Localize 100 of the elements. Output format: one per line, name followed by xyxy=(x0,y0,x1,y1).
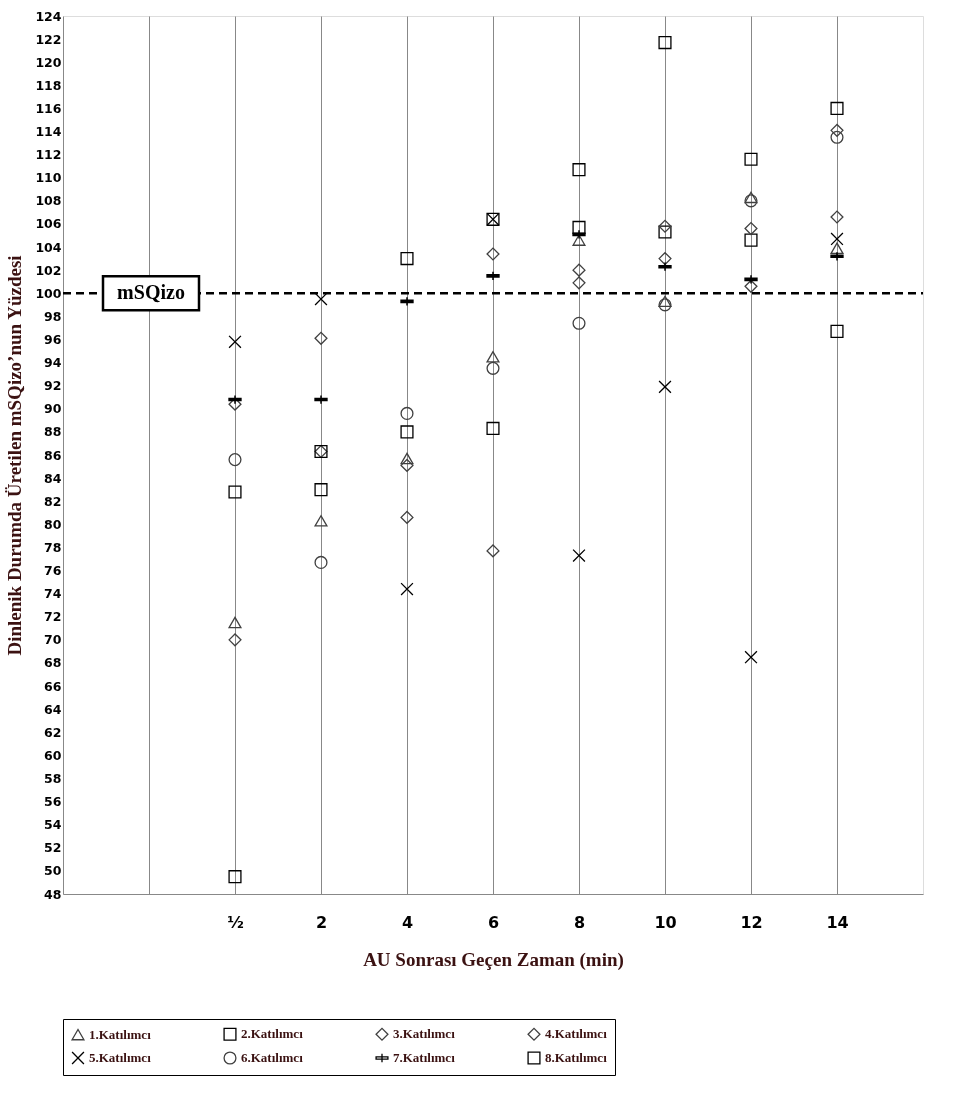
point xyxy=(486,271,500,281)
point xyxy=(228,394,242,405)
point xyxy=(314,555,328,569)
point xyxy=(830,251,844,262)
y-tick-label: 120 xyxy=(35,54,62,70)
point xyxy=(400,425,414,439)
y-tick-label: 78 xyxy=(44,539,62,555)
x-tick-label: 6 xyxy=(487,912,500,932)
point xyxy=(314,483,328,497)
y-tick-label: 114 xyxy=(35,124,62,140)
y-tick-label: 82 xyxy=(44,493,62,509)
y-tick-label: 100 xyxy=(35,285,62,301)
point xyxy=(486,351,500,363)
y-tick-label: 98 xyxy=(44,308,62,324)
y-tick-label: 74 xyxy=(44,586,62,602)
point xyxy=(400,582,414,596)
point xyxy=(572,229,586,240)
point xyxy=(400,452,414,465)
point xyxy=(228,633,242,647)
point xyxy=(658,298,672,312)
point xyxy=(744,274,758,285)
y-tick-label: 124 xyxy=(35,8,62,24)
point xyxy=(314,331,328,345)
y-tick-label: 116 xyxy=(35,100,62,116)
y-tick-label: 66 xyxy=(44,678,62,694)
point xyxy=(400,510,414,524)
point xyxy=(486,361,500,375)
y-tick-label: 54 xyxy=(44,817,62,833)
point xyxy=(830,242,844,254)
point xyxy=(400,406,414,420)
x-tick-label: 8 xyxy=(573,912,586,932)
point xyxy=(314,515,328,527)
legend-label: 3.Katılımcı xyxy=(393,1026,456,1042)
point xyxy=(830,232,844,246)
y-tick-label: 50 xyxy=(44,863,62,879)
point xyxy=(486,247,500,261)
y-tick-label: 80 xyxy=(44,516,62,532)
y-tick-label: 64 xyxy=(44,701,62,717)
y-tick-label: 108 xyxy=(35,193,62,209)
y-tick-label: 68 xyxy=(44,655,62,671)
point xyxy=(658,261,672,272)
point xyxy=(658,295,672,308)
y-tick-label: 92 xyxy=(44,378,62,394)
y-tick-label: 118 xyxy=(35,77,62,93)
point xyxy=(572,276,586,290)
point xyxy=(658,380,672,394)
x-tick-label: 12 xyxy=(740,912,763,932)
y-tick-label: 72 xyxy=(44,609,62,625)
point xyxy=(658,219,672,233)
legend-label: 5.Katılımcı xyxy=(89,1050,152,1065)
point xyxy=(572,263,586,277)
y-tick-label: 122 xyxy=(35,31,62,47)
point xyxy=(228,485,242,499)
y-tick-label: 96 xyxy=(44,331,62,347)
point xyxy=(228,335,242,349)
x-tick-label: 10 xyxy=(654,912,677,932)
point xyxy=(314,292,328,306)
legend-label: 7.Katılımcı xyxy=(393,1050,456,1065)
point xyxy=(744,222,758,236)
point xyxy=(744,152,758,166)
y-tick-label: 88 xyxy=(44,424,62,440)
x-tick-label: 4 xyxy=(401,912,414,932)
y-tick-label: 94 xyxy=(44,355,62,371)
y-tick-label: 84 xyxy=(44,470,62,486)
legend-label: 6.Katılımcı xyxy=(241,1050,304,1065)
point xyxy=(486,421,500,435)
y-tick-label: 76 xyxy=(44,563,62,579)
y-tick-label: 58 xyxy=(44,770,62,786)
point xyxy=(486,544,500,558)
legend-label: 2.Katılımcı xyxy=(241,1026,304,1042)
y-axis-title: Dinlenik Durumda Üretilen mSQizo’nun Yüzdesi xyxy=(4,255,26,656)
x-tick-label: 2 xyxy=(315,912,328,932)
legend-label: 1.Katılımcı xyxy=(89,1026,152,1042)
y-tick-label: 48 xyxy=(44,886,62,902)
point xyxy=(830,324,844,338)
point xyxy=(744,233,758,247)
ref-line-label: mSQizo xyxy=(117,281,185,304)
point xyxy=(744,650,758,664)
y-tick-label: 106 xyxy=(35,216,62,232)
point xyxy=(228,453,242,467)
y-tick-label: 86 xyxy=(44,447,62,463)
point xyxy=(572,548,586,563)
y-tick-label: 110 xyxy=(35,170,62,186)
x-tick-label: ½ xyxy=(227,912,244,932)
point xyxy=(658,36,672,50)
point xyxy=(400,296,414,307)
y-tick-label: 62 xyxy=(44,724,62,740)
y-tick-label: 90 xyxy=(44,401,62,417)
y-tick-label: 52 xyxy=(44,840,62,856)
point xyxy=(744,194,758,208)
y-tick-label: 60 xyxy=(44,747,62,763)
point xyxy=(830,123,844,137)
point xyxy=(572,316,586,330)
point xyxy=(400,252,414,266)
x-axis-title: AU Sonrası Geçen Zaman (min) xyxy=(363,948,624,971)
y-tick-label: 102 xyxy=(35,262,62,278)
y-tick-label: 56 xyxy=(44,794,62,810)
y-tick-label: 112 xyxy=(35,147,62,163)
y-tick-label: 104 xyxy=(35,239,62,255)
point xyxy=(314,394,328,405)
